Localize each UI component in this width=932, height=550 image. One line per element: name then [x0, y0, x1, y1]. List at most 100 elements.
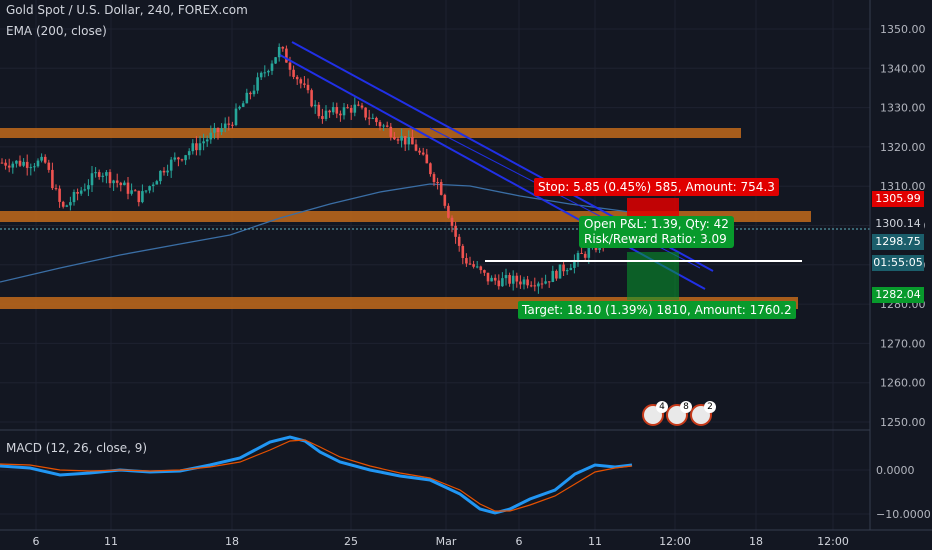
candle-body — [169, 159, 173, 171]
candle-body — [187, 151, 191, 156]
candle-body — [177, 157, 180, 160]
macd-indicator-label[interactable]: MACD (12, 26, close, 9) — [6, 441, 148, 455]
candle-body — [285, 48, 288, 63]
time-tick-label: 6 — [516, 535, 523, 548]
candle-body — [216, 127, 220, 133]
candle-body — [119, 182, 123, 186]
candle-body — [65, 205, 69, 207]
candle-body — [112, 180, 115, 184]
candle-body — [47, 162, 51, 170]
time-tick-label: 12:00 — [659, 535, 691, 548]
candle-body — [252, 90, 256, 95]
candle-body — [389, 126, 393, 137]
pnl-box[interactable]: Open P&L: 1.39, Qty: 42 Risk/Reward Rati… — [579, 216, 734, 248]
candle-body — [295, 76, 299, 80]
candle-body — [497, 280, 501, 287]
trend-channel — [279, 41, 714, 290]
candle-body — [126, 182, 130, 194]
candle-body — [123, 182, 126, 186]
candle-body — [29, 167, 33, 169]
price-tick-label: 1250.00 — [880, 416, 926, 429]
candle-body — [321, 116, 324, 119]
candle-body — [562, 264, 565, 272]
candle-body — [475, 266, 479, 268]
candle-body — [202, 141, 205, 144]
risk-reward-label: Risk/Reward Ratio: 3.09 — [584, 232, 727, 246]
candle-body — [7, 165, 11, 168]
candle-body — [573, 259, 576, 268]
candle-body — [231, 124, 234, 126]
candle-body — [522, 279, 526, 285]
candle-body — [432, 174, 436, 182]
candle-body — [141, 191, 144, 203]
candle-body — [90, 173, 94, 186]
candle-body — [576, 252, 580, 260]
candle-body — [105, 172, 108, 176]
candle-body — [558, 264, 562, 279]
target-label[interactable]: Target: 18.10 (1.39%) 1810, Amount: 1760… — [518, 301, 796, 319]
price-tick-label: 1310.00 — [880, 180, 926, 193]
candle-body — [544, 281, 547, 284]
candle-body — [130, 190, 133, 194]
candle-body — [396, 139, 400, 141]
candle-body — [533, 285, 537, 287]
event-marker-3[interactable]: 2 — [690, 401, 716, 426]
candle-body — [443, 194, 447, 206]
chart-grid — [0, 0, 870, 530]
candle-body — [25, 161, 29, 168]
candle-body — [439, 182, 443, 195]
candle-body — [346, 107, 349, 109]
candle-body — [166, 170, 169, 173]
candle-body — [429, 163, 432, 175]
event-marker-1[interactable]: 4 — [642, 401, 668, 426]
candle-body — [407, 137, 411, 145]
ema-indicator-label[interactable]: EMA (200, close) — [6, 24, 107, 38]
candle-body — [324, 110, 328, 119]
candle-body — [263, 72, 267, 74]
candle-body — [313, 104, 317, 107]
candle-body — [267, 70, 270, 73]
candle-body — [385, 125, 389, 127]
candle-body — [270, 63, 274, 71]
event-count: 2 — [704, 401, 716, 413]
candle-body — [349, 107, 353, 113]
candle-body — [180, 159, 184, 161]
signal-line — [0, 439, 633, 512]
candle-body — [339, 113, 342, 116]
event-count: 4 — [656, 401, 668, 413]
stop-label[interactable]: Stop: 5.85 (0.45%) 585, Amount: 754.3 — [534, 178, 779, 196]
candle-body — [76, 192, 79, 194]
candle-body — [310, 90, 313, 107]
candle-body — [382, 125, 385, 127]
candle-body — [393, 136, 396, 140]
candle-body — [33, 166, 36, 168]
candle-body — [159, 170, 162, 182]
candle-body — [375, 117, 378, 123]
candle-body — [241, 103, 245, 107]
candle-body — [364, 107, 367, 118]
time-axis: 6 11 18 25 Mar 6 11 12:00 18 12:00 — [33, 535, 849, 548]
candle-body — [97, 172, 101, 177]
candle-body — [465, 258, 468, 264]
macd-pane — [0, 435, 633, 515]
candle-body — [11, 163, 15, 168]
time-tick-label: 6 — [33, 535, 40, 548]
candle-body — [69, 202, 72, 206]
candle-body — [493, 277, 497, 281]
candle-body — [508, 275, 511, 284]
candle-body — [569, 267, 573, 271]
zone-upper — [0, 128, 741, 138]
candle-body — [87, 185, 90, 190]
candle-body — [43, 156, 47, 163]
candle-body — [501, 278, 504, 287]
candle-body — [421, 152, 425, 155]
candle-body — [511, 275, 515, 284]
event-marker-2[interactable]: 8 — [666, 401, 692, 426]
candle-body — [580, 252, 583, 254]
current-price-badge: 1298.75 — [872, 234, 924, 250]
candle-body — [328, 110, 331, 113]
candle-body — [54, 188, 58, 190]
candle-body — [414, 144, 418, 151]
candle-body — [504, 275, 508, 279]
